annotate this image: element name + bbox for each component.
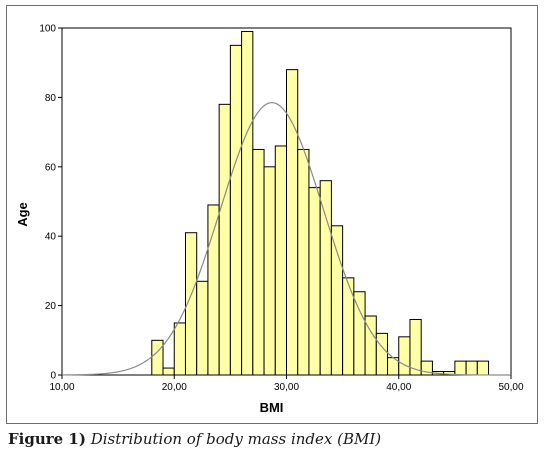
histogram-bar: [218, 103, 231, 376]
y-tick-label: 0: [50, 371, 56, 382]
histogram-bar: [252, 148, 265, 376]
histogram-bar: [465, 360, 478, 376]
x-tick-label: 30,00: [274, 382, 299, 393]
histogram-bar: [375, 332, 389, 376]
histogram-bar: [229, 44, 243, 376]
histogram-bar: [409, 318, 422, 376]
x-tick-label: 50,00: [498, 382, 523, 393]
histogram-bar: [297, 148, 310, 376]
figure-caption: Figure 1) Distribution of body mass inde…: [8, 430, 538, 448]
histogram-bar: [398, 336, 411, 376]
histogram-bar: [173, 322, 186, 376]
histogram-bar: [454, 360, 467, 376]
histogram-bar: [353, 291, 366, 376]
x-tick-label: 40,00: [386, 382, 411, 393]
histogram-bar: [319, 180, 332, 376]
y-tick-label: 60: [45, 162, 57, 173]
histogram-bar: [476, 360, 490, 376]
histogram-bar: [241, 30, 254, 376]
x-axis-title: BMI: [260, 400, 284, 415]
y-tick-label: 40: [45, 232, 57, 243]
y-tick-label: 20: [45, 301, 57, 312]
bmi-histogram-chart: 10,00 20,00 30,00 40,00 50,00 0 20 40 60 80 100 BMI…: [15, 24, 524, 416]
y-tick-label: 100: [39, 24, 56, 35]
caption-label: Figure 1): [8, 430, 86, 448]
histogram-bar: [196, 280, 209, 376]
y-tick-label: 80: [45, 93, 57, 104]
y-axis-title: Age: [15, 202, 30, 227]
x-tick-label: 10,00: [49, 382, 74, 393]
normal-curve-line: [61, 102, 511, 376]
histogram-bar: [420, 360, 433, 376]
histogram-bar: [308, 187, 321, 376]
figure-frame: 10,00 20,00 30,00 40,00 50,00 0 20 40 60 80 100 BMI…: [6, 5, 538, 424]
histogram-bar: [263, 166, 276, 376]
caption-text: Distribution of body mass index (BMI): [90, 430, 382, 448]
histogram-bar: [151, 339, 164, 376]
histogram-bar: [330, 225, 344, 376]
histogram-bar: [162, 367, 175, 376]
histogram-bar: [274, 145, 287, 376]
x-tick-label: 20,00: [162, 382, 187, 393]
